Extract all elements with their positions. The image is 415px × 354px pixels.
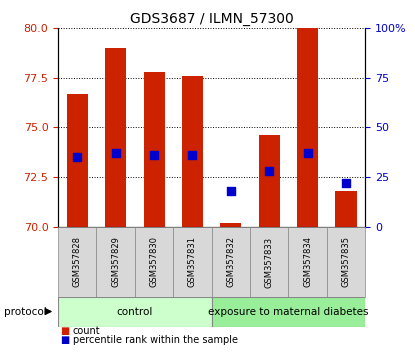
Bar [250,227,288,297]
Text: GSM357833: GSM357833 [265,236,274,287]
Point [151,152,157,158]
Bar [105,48,126,227]
Bar [135,227,173,297]
Point [227,188,234,194]
Point [189,152,196,158]
Text: GSM357832: GSM357832 [226,236,235,287]
Point [112,150,119,156]
Point [343,180,349,186]
Bar [144,72,165,227]
Bar [96,227,135,297]
Point [74,154,81,160]
Text: exposure to maternal diabetes: exposure to maternal diabetes [208,307,369,318]
Bar [259,135,280,227]
Text: percentile rank within the sample: percentile rank within the sample [73,335,238,345]
Bar [220,223,242,227]
Title: GDS3687 / ILMN_57300: GDS3687 / ILMN_57300 [130,12,293,26]
Text: ■: ■ [60,335,69,345]
Bar [182,76,203,227]
Text: GSM357834: GSM357834 [303,236,312,287]
Point [266,168,273,174]
Text: protocol: protocol [4,307,47,317]
Bar [173,227,212,297]
Bar [58,297,212,327]
Text: GSM357829: GSM357829 [111,236,120,287]
Bar [297,28,318,227]
Text: GSM357831: GSM357831 [188,236,197,287]
Text: GSM357835: GSM357835 [342,236,351,287]
Text: count: count [73,326,100,336]
Text: GSM357828: GSM357828 [73,236,82,287]
Bar [67,94,88,227]
Bar [212,227,250,297]
Text: control: control [117,307,153,318]
Bar [335,191,356,227]
Text: GSM357830: GSM357830 [149,236,159,287]
Bar [288,227,327,297]
Bar [58,227,96,297]
Point [304,150,311,156]
Bar [327,227,365,297]
Bar [212,297,365,327]
Text: ■: ■ [60,326,69,336]
